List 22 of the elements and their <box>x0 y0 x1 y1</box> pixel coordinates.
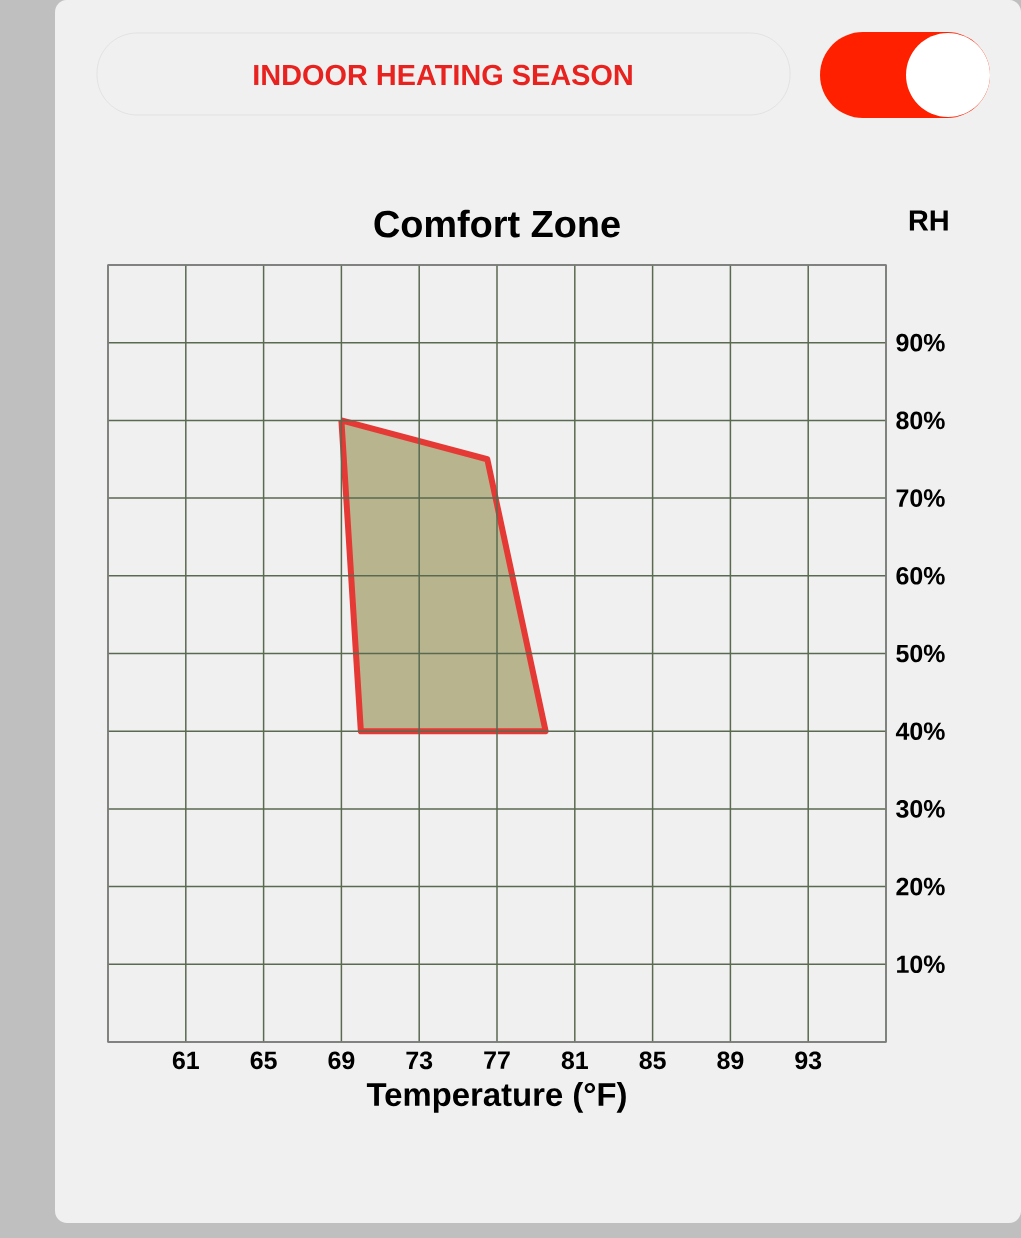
x-tick-label: 65 <box>250 1051 277 1070</box>
y-tick-label: 40% <box>895 722 945 741</box>
y-tick-label: 70% <box>896 489 945 507</box>
x-axis-title: Temperature (°F) <box>366 1082 626 1113</box>
y-tick-label: 10% <box>897 955 945 974</box>
x-tick-label: 93 <box>795 1051 822 1070</box>
y-tick-label: 50% <box>896 644 945 663</box>
text: INDOOR HEATING SEASON <box>254 64 632 86</box>
x-tick-label: 73 <box>406 1051 433 1070</box>
y-tick-label: 90% <box>896 333 945 352</box>
x-tick-label: 85 <box>639 1051 666 1070</box>
chart-title: Comfort Zone <box>374 209 620 238</box>
x-tick-label: 89 <box>717 1051 744 1070</box>
y-tick-label: 60% <box>896 566 945 585</box>
x-tick-label: 69 <box>328 1051 355 1070</box>
x-tick-label: 81 <box>561 1051 588 1070</box>
y-tick-label: 80% <box>896 411 945 430</box>
y-tick-label: 30% <box>896 800 945 818</box>
x-tick-label: 61 <box>172 1051 199 1070</box>
y-axis-title: RH <box>909 210 948 231</box>
x-tick-label: 77 <box>484 1051 510 1069</box>
y-tick-label: 20% <box>896 877 945 896</box>
